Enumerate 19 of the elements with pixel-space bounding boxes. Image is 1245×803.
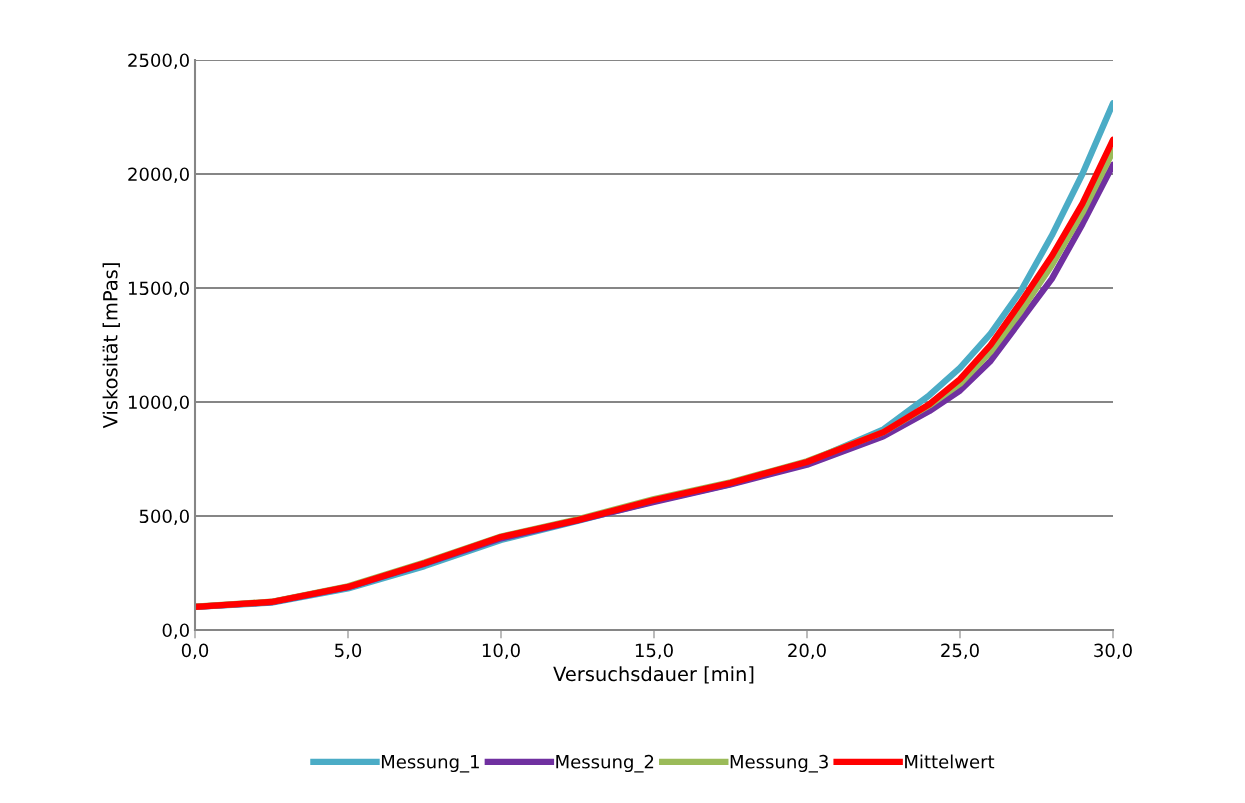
legend-label: Mittelwert <box>905 754 995 769</box>
legend-label: Messung_2 <box>556 754 654 773</box>
y-tick-label: 500,0 <box>139 509 189 525</box>
x-tick-label: 0,0 <box>181 643 209 660</box>
y-tick-label: 2500,0 <box>128 53 189 69</box>
y-tick-label: 1000,0 <box>128 395 189 411</box>
x-tick-label: 10,0 <box>482 643 520 660</box>
x-tick-label: 15,0 <box>635 643 673 660</box>
x-tick-label: 20,0 <box>788 643 826 660</box>
x-axis-title: Versuchsdauer [min] <box>553 666 754 684</box>
x-tick-label: 5,0 <box>335 643 362 660</box>
legend-label: Messung_3 <box>730 754 828 773</box>
y-tick-label: 0,0 <box>162 623 189 639</box>
y-axis-title: Viskosität [mPas] <box>102 263 120 429</box>
x-tick-label: 25,0 <box>941 643 979 660</box>
y-tick-label: 1500,0 <box>128 281 189 297</box>
x-tick-label: 30,0 <box>1094 643 1132 660</box>
y-tick-label: 2000,0 <box>128 167 189 183</box>
legend-label: Messung_1 <box>381 755 479 773</box>
